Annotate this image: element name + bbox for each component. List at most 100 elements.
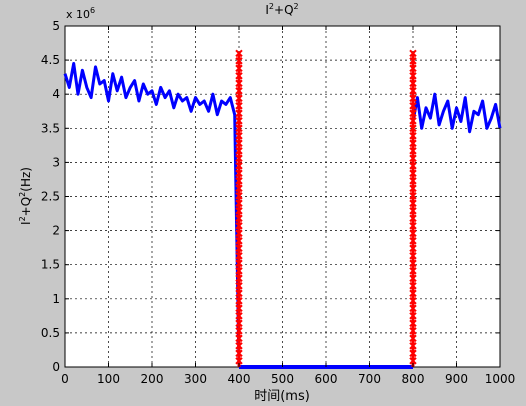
marker-point [409, 109, 417, 117]
marker-point [235, 109, 243, 117]
y-tick-label: 0.5 [41, 326, 60, 340]
marker-point [409, 199, 417, 207]
marker-point [409, 192, 417, 200]
x-tick-label: 0 [61, 372, 69, 386]
marker-point [409, 64, 417, 72]
marker-point [409, 349, 417, 357]
marker-point [235, 349, 243, 357]
marker-point [409, 222, 417, 230]
y-multiplier: x 106 [66, 6, 95, 21]
marker-point [409, 132, 417, 140]
x-tick-label: 800 [402, 372, 425, 386]
x-tick-label: 600 [315, 372, 338, 386]
marker-point [235, 64, 243, 72]
marker-point [235, 237, 243, 245]
y-tick-label: 5 [52, 19, 60, 33]
x-tick-label: 500 [271, 372, 294, 386]
marker-point [235, 154, 243, 162]
signal-line-segment-2 [411, 92, 502, 134]
marker-point [235, 259, 243, 267]
y-tick-label: 2 [52, 224, 60, 238]
marker-point [235, 79, 243, 87]
chart-title: I2+Q2 [265, 2, 298, 17]
marker-point [409, 312, 417, 320]
marker-point [235, 87, 243, 95]
marker-point [409, 94, 417, 102]
marker-point [235, 102, 243, 110]
marker-point [235, 274, 243, 282]
marker-point [235, 177, 243, 185]
y-tick-label: 3.5 [41, 121, 60, 135]
marker-point [409, 357, 417, 365]
marker-point [409, 102, 417, 110]
x-tick-label: 300 [184, 372, 207, 386]
marker-point [235, 57, 243, 65]
marker-point [409, 259, 417, 267]
marker-point [235, 139, 243, 147]
y-tick-label: 1.5 [41, 258, 60, 272]
marker-point [235, 192, 243, 200]
marker-point [235, 267, 243, 275]
marker-point [235, 222, 243, 230]
marker-point [409, 177, 417, 185]
marker-point [235, 214, 243, 222]
series-layer [63, 49, 502, 369]
marker-point [235, 132, 243, 140]
marker-point [235, 169, 243, 177]
marker-point [409, 184, 417, 192]
x-tick-label: 400 [228, 372, 251, 386]
marker-point [235, 357, 243, 365]
y-tick-label: 4 [52, 87, 60, 101]
marker-point [235, 312, 243, 320]
marker-point [409, 319, 417, 327]
marker-point [409, 124, 417, 132]
marker-point [409, 162, 417, 170]
marker-point [409, 147, 417, 155]
y-tick-label: 3 [52, 155, 60, 169]
y-tick-label: 4.5 [41, 53, 60, 67]
marker-point [235, 184, 243, 192]
y-tick-label: 0 [52, 360, 60, 374]
x-tick-label: 200 [141, 372, 164, 386]
marker-point [235, 297, 243, 305]
marker-point [409, 79, 417, 87]
marker-point [409, 267, 417, 275]
x-axis-label: 时间(ms) [254, 389, 310, 404]
marker-point [409, 237, 417, 245]
marker-point [409, 289, 417, 297]
marker-point [409, 244, 417, 252]
marker-point [235, 282, 243, 290]
marker-point [409, 274, 417, 282]
marker-point [235, 207, 243, 215]
marker-point [409, 72, 417, 80]
marker-point [235, 252, 243, 260]
marker-point [235, 147, 243, 155]
signal-line-segment-1 [63, 62, 241, 368]
marker-point [235, 327, 243, 335]
marker-point [409, 214, 417, 222]
ticks: 0 100 200 300 400 500 600 700 800 900 1000 0 0.5 1 1.5… [41, 19, 515, 386]
marker-point [235, 289, 243, 297]
marker-point [409, 252, 417, 260]
marker-point [235, 94, 243, 102]
marker-point [409, 282, 417, 290]
marker-point [235, 124, 243, 132]
marker-point [235, 117, 243, 125]
marker-point [235, 334, 243, 342]
marker-point [409, 57, 417, 65]
marker-point [409, 229, 417, 237]
marker-point [409, 342, 417, 350]
marker-point [409, 49, 417, 57]
marker-point [409, 334, 417, 342]
marker-point [235, 72, 243, 80]
marker-point [235, 244, 243, 252]
x-tick-label: 700 [358, 372, 381, 386]
marker-point [409, 87, 417, 95]
marker-point [409, 207, 417, 215]
y-tick-label: 2.5 [41, 190, 60, 204]
marker-point [235, 229, 243, 237]
x-tick-label: 100 [97, 372, 120, 386]
marker-point [409, 169, 417, 177]
marker-point [235, 162, 243, 170]
